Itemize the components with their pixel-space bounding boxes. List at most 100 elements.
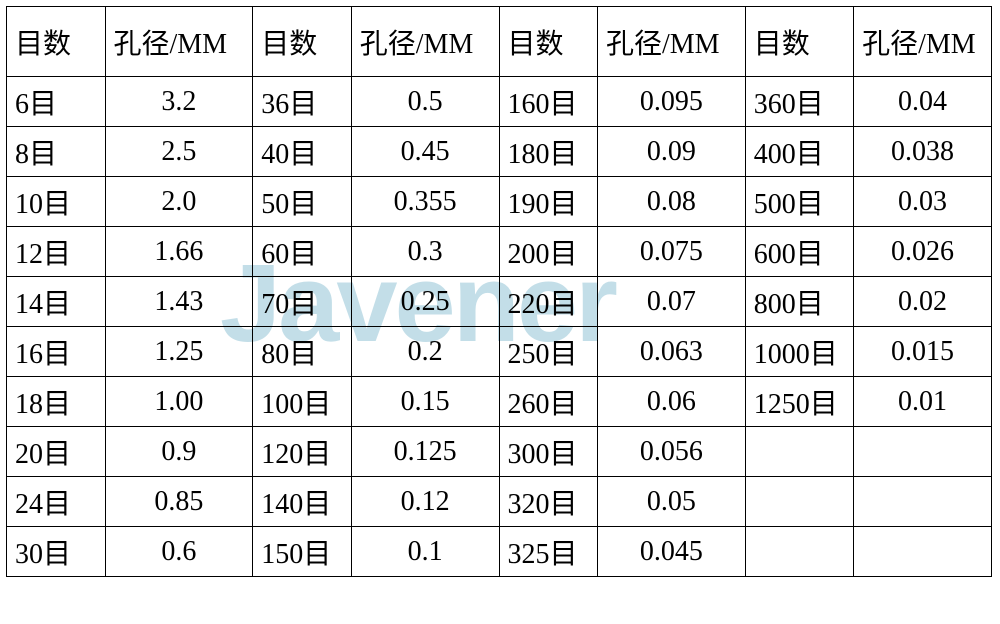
cell-mesh: 50目 [253,177,352,227]
cell-mesh: 150目 [253,527,352,577]
cell-mm: 0.125 [351,427,499,477]
cell-mesh: 60目 [253,227,352,277]
cell-mm: 0.1 [351,527,499,577]
table-row: 16目 1.25 80目 0.2 250目 0.063 1000目 0.015 [7,327,992,377]
cell-mesh: 200目 [499,227,598,277]
cell-mesh: 18目 [7,377,106,427]
cell-mm: 0.5 [351,77,499,127]
cell-mesh: 250目 [499,327,598,377]
cell-mm [854,527,992,577]
cell-mm: 0.3 [351,227,499,277]
table-row: 12目 1.66 60目 0.3 200目 0.075 600目 0.026 [7,227,992,277]
cell-mesh: 70目 [253,277,352,327]
table-row: 30目 0.6 150目 0.1 325目 0.045 [7,527,992,577]
cell-mm: 0.04 [854,77,992,127]
cell-mesh: 300目 [499,427,598,477]
cell-mesh: 190目 [499,177,598,227]
cell-mesh: 600目 [745,227,853,277]
cell-mm: 0.045 [598,527,746,577]
cell-mm: 0.015 [854,327,992,377]
cell-mm: 1.00 [105,377,253,427]
table-row: 24目 0.85 140目 0.12 320目 0.05 [7,477,992,527]
cell-mm: 0.01 [854,377,992,427]
col-header: 孔径/MM [598,7,746,77]
cell-mesh: 12目 [7,227,106,277]
cell-mesh: 500目 [745,177,853,227]
cell-mm [854,477,992,527]
cell-mesh: 325目 [499,527,598,577]
cell-mm: 3.2 [105,77,253,127]
cell-mesh: 30目 [7,527,106,577]
cell-mm: 0.25 [351,277,499,327]
cell-mm [854,427,992,477]
cell-mesh: 24目 [7,477,106,527]
cell-mm: 0.03 [854,177,992,227]
cell-mesh: 120目 [253,427,352,477]
col-header: 目数 [253,7,352,77]
table-row: 14目 1.43 70目 0.25 220目 0.07 800目 0.02 [7,277,992,327]
cell-mesh: 260目 [499,377,598,427]
cell-mesh: 1250目 [745,377,853,427]
table-row: 10目 2.0 50目 0.355 190目 0.08 500目 0.03 [7,177,992,227]
cell-mm: 0.355 [351,177,499,227]
cell-mesh: 20目 [7,427,106,477]
cell-mesh: 40目 [253,127,352,177]
cell-mm: 2.5 [105,127,253,177]
table-row: 18目 1.00 100目 0.15 260目 0.06 1250目 0.01 [7,377,992,427]
cell-mesh: 6目 [7,77,106,127]
cell-mm: 0.02 [854,277,992,327]
cell-mesh [745,477,853,527]
cell-mesh [745,527,853,577]
cell-mesh [745,427,853,477]
table-row: 8目 2.5 40目 0.45 180目 0.09 400目 0.038 [7,127,992,177]
col-header: 孔径/MM [854,7,992,77]
cell-mm: 0.6 [105,527,253,577]
table-row: 6目 3.2 36目 0.5 160目 0.095 360目 0.04 [7,77,992,127]
cell-mesh: 800目 [745,277,853,327]
cell-mesh: 14目 [7,277,106,327]
cell-mm: 0.095 [598,77,746,127]
cell-mm: 0.08 [598,177,746,227]
cell-mesh: 140目 [253,477,352,527]
cell-mesh: 10目 [7,177,106,227]
col-header: 孔径/MM [351,7,499,77]
col-header: 孔径/MM [105,7,253,77]
cell-mm: 1.66 [105,227,253,277]
cell-mesh: 160目 [499,77,598,127]
cell-mm: 0.2 [351,327,499,377]
mesh-aperture-table: 目数 孔径/MM 目数 孔径/MM 目数 孔径/MM 目数 孔径/MM 6目 3… [6,6,992,577]
cell-mm: 0.85 [105,477,253,527]
cell-mm: 0.075 [598,227,746,277]
cell-mm: 0.07 [598,277,746,327]
cell-mm: 0.05 [598,477,746,527]
cell-mesh: 8目 [7,127,106,177]
cell-mesh: 400目 [745,127,853,177]
table-header-row: 目数 孔径/MM 目数 孔径/MM 目数 孔径/MM 目数 孔径/MM [7,7,992,77]
col-header: 目数 [499,7,598,77]
col-header: 目数 [745,7,853,77]
cell-mm: 1.25 [105,327,253,377]
cell-mm: 1.43 [105,277,253,327]
cell-mm: 0.12 [351,477,499,527]
cell-mesh: 220目 [499,277,598,327]
cell-mesh: 1000目 [745,327,853,377]
table-body: 6目 3.2 36目 0.5 160目 0.095 360目 0.04 8目 2… [7,77,992,577]
cell-mm: 0.09 [598,127,746,177]
cell-mesh: 320目 [499,477,598,527]
cell-mesh: 80目 [253,327,352,377]
cell-mesh: 16目 [7,327,106,377]
cell-mm: 0.9 [105,427,253,477]
cell-mm: 0.15 [351,377,499,427]
cell-mesh: 360目 [745,77,853,127]
cell-mm: 0.038 [854,127,992,177]
cell-mesh: 100目 [253,377,352,427]
cell-mm: 0.45 [351,127,499,177]
cell-mesh: 180目 [499,127,598,177]
cell-mm: 0.026 [854,227,992,277]
cell-mm: 0.056 [598,427,746,477]
cell-mm: 0.06 [598,377,746,427]
cell-mm: 0.063 [598,327,746,377]
cell-mm: 2.0 [105,177,253,227]
cell-mesh: 36目 [253,77,352,127]
col-header: 目数 [7,7,106,77]
